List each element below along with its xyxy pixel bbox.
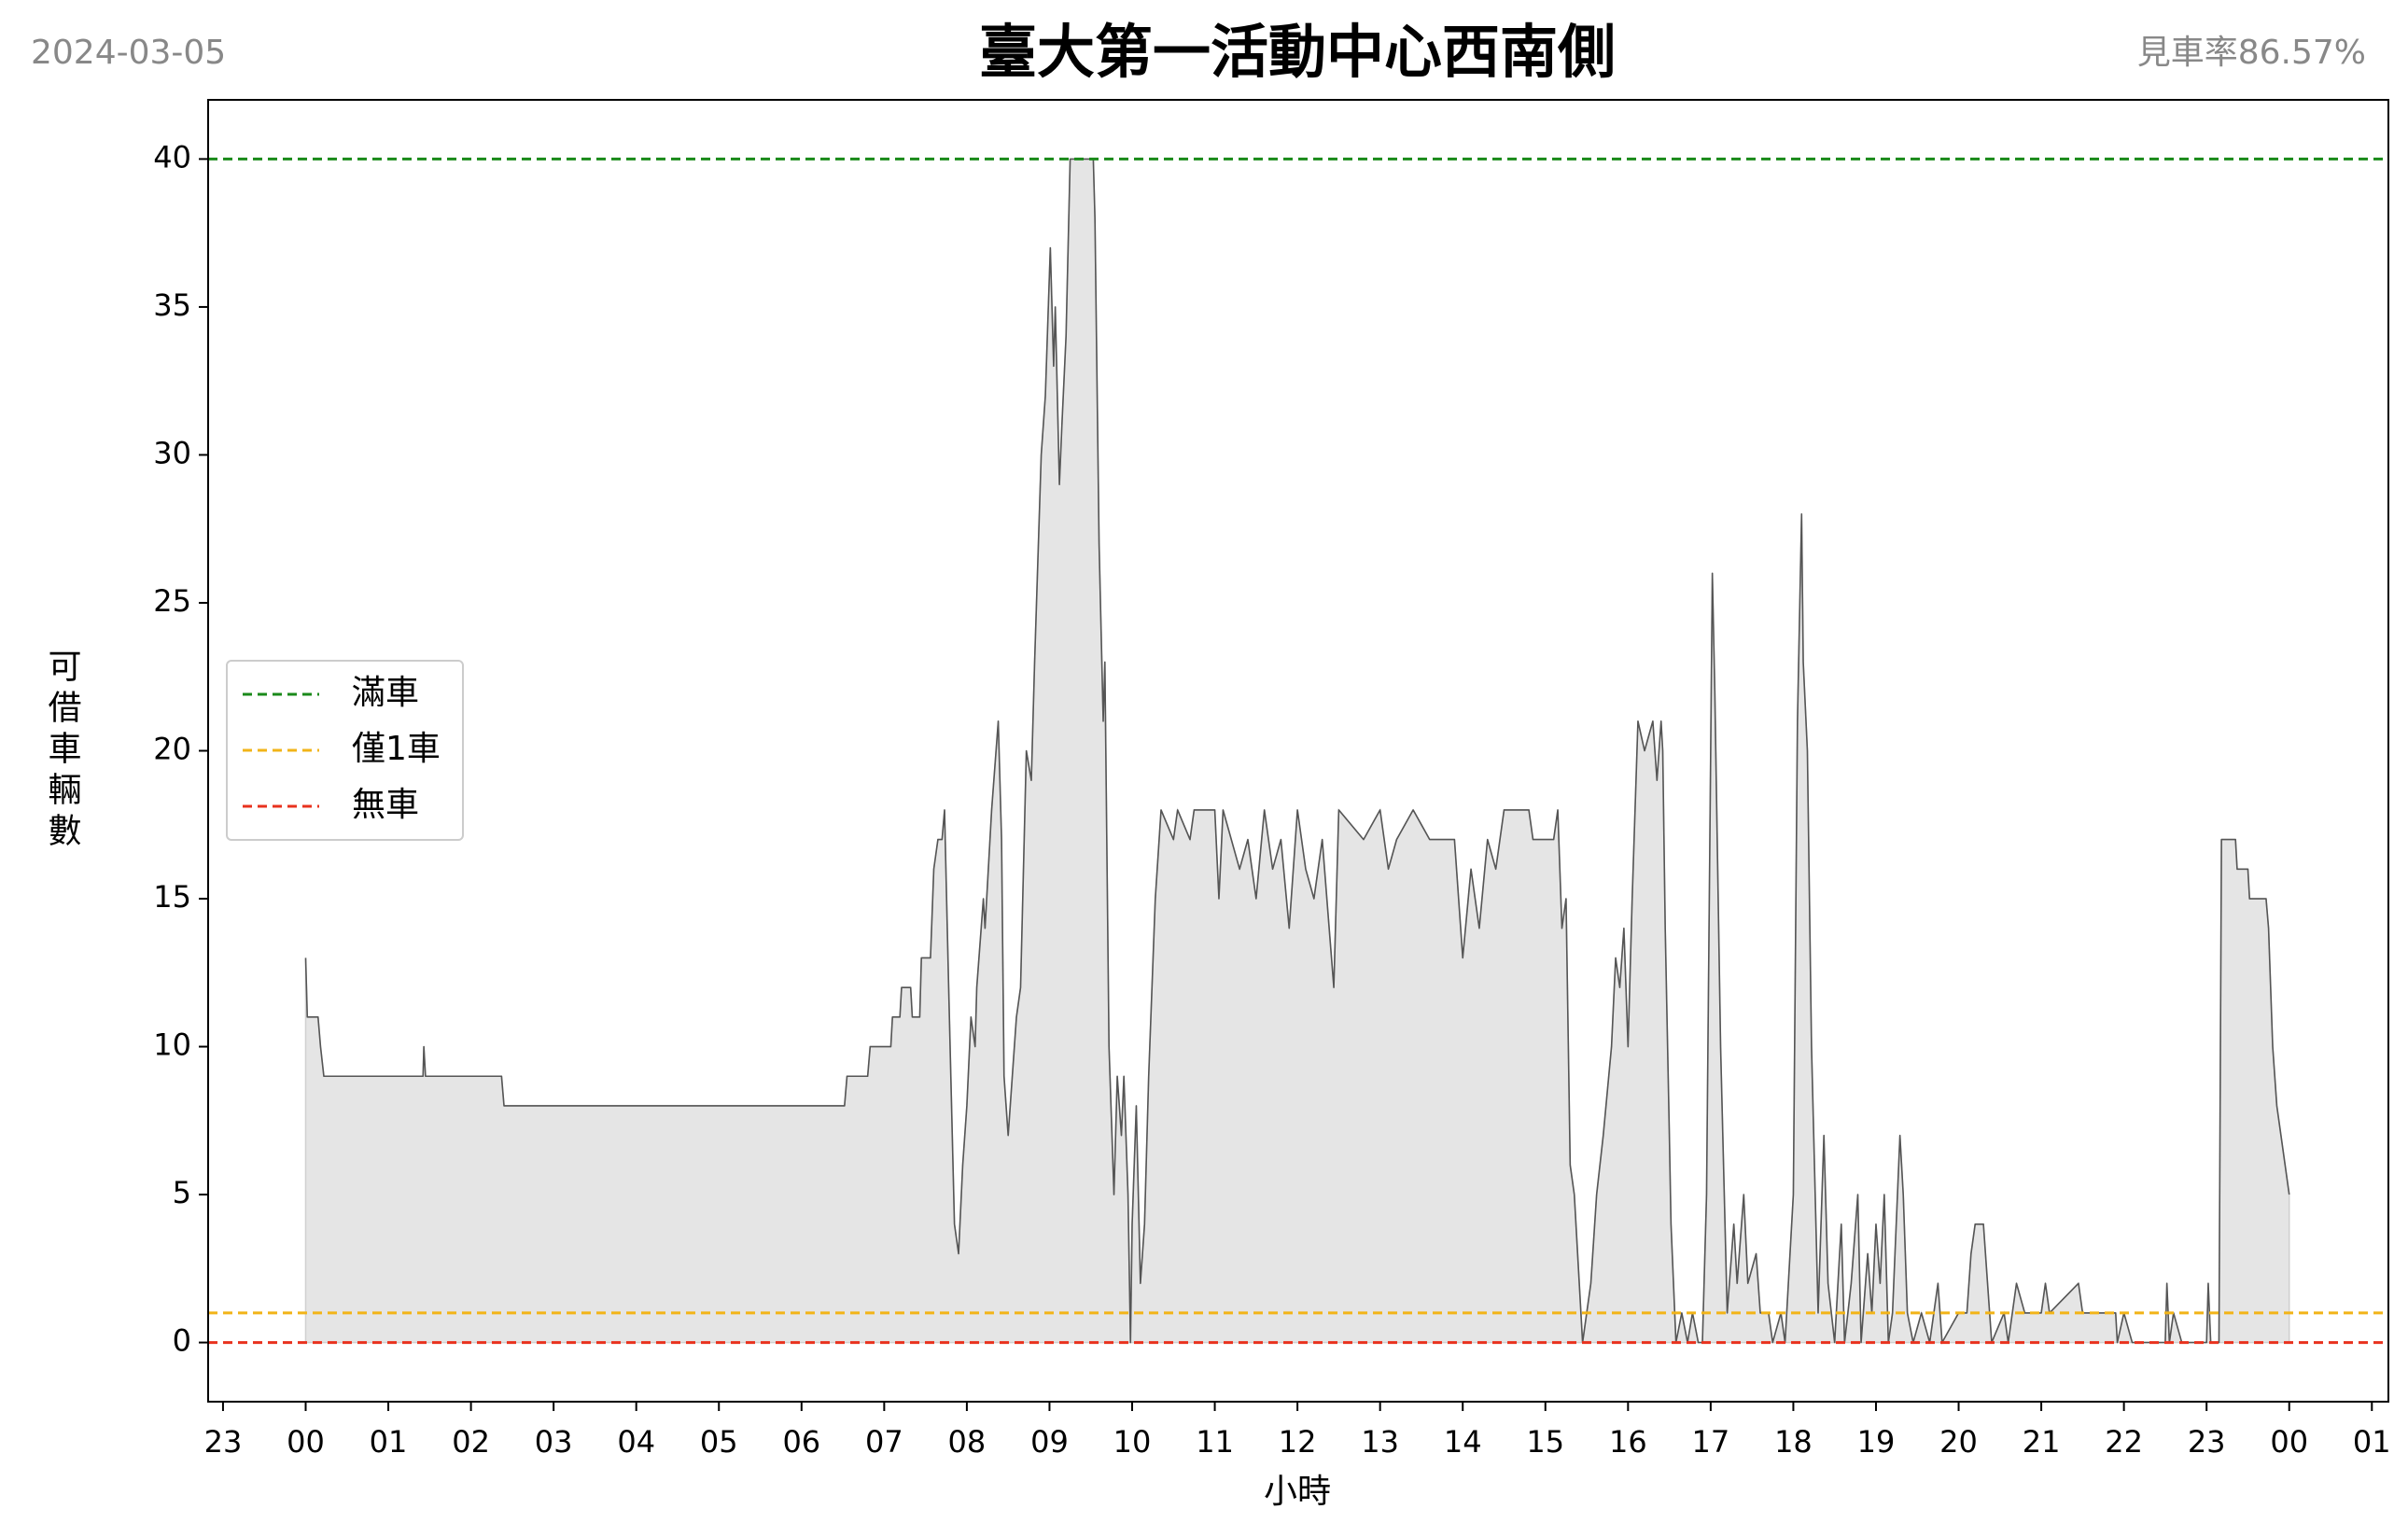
y-tick-label: 20 (153, 732, 191, 767)
x-tick-label: 19 (1857, 1424, 1896, 1460)
x-tick-label: 15 (1526, 1424, 1564, 1460)
x-tick-label: 23 (2188, 1424, 2226, 1460)
x-tick-label: 23 (204, 1424, 243, 1460)
x-tick-label: 04 (617, 1424, 655, 1460)
x-tick-label: 06 (782, 1424, 820, 1460)
legend-label: 僅1車 (352, 730, 441, 768)
x-tick-label: 05 (700, 1424, 738, 1460)
x-tick-label: 22 (2105, 1424, 2143, 1460)
area-fill (304, 158, 2290, 1346)
legend-label: 無車 (352, 786, 419, 824)
y-tick-label: 35 (153, 287, 191, 323)
x-tick-label: 20 (1939, 1424, 1978, 1460)
x-tick-label: 02 (452, 1424, 490, 1460)
y-tick-label: 15 (153, 879, 191, 915)
x-tick-label: 09 (1030, 1424, 1069, 1460)
x-tick-label: 10 (1113, 1424, 1152, 1460)
line (304, 158, 2290, 1344)
x-tick-label: 00 (2270, 1424, 2308, 1460)
y-tick-label: 25 (153, 583, 191, 619)
x-tick-label: 13 (1361, 1424, 1399, 1460)
x-tick-label: 01 (2353, 1424, 2391, 1460)
x-axis-label: 小時 (1264, 1473, 1331, 1511)
y-axis-label: 可借車輛數 (43, 649, 82, 854)
y-tick-label: 30 (153, 435, 191, 470)
x-tick-label: 11 (1196, 1424, 1234, 1460)
x-tick-label: 14 (1444, 1424, 1482, 1460)
rate: 見車率86.57% (2137, 34, 2366, 72)
x-tick-label: 00 (287, 1424, 325, 1460)
y-tick-label: 40 (153, 139, 191, 175)
x-tick-label: 08 (948, 1424, 987, 1460)
y-tick-label: 0 (173, 1323, 191, 1359)
x-tick-label: 07 (865, 1424, 903, 1460)
y-tick-label: 5 (173, 1175, 191, 1210)
x-tick-label: 12 (1279, 1424, 1317, 1460)
x-tick-label: 01 (370, 1424, 408, 1460)
x-tick-label: 18 (1774, 1424, 1813, 1460)
y-tick-label: 10 (153, 1027, 191, 1063)
x-tick-label: 17 (1692, 1424, 1730, 1460)
x-tick-label: 21 (2023, 1424, 2061, 1460)
x-tick-label: 16 (1609, 1424, 1647, 1460)
legend-label: 滿車 (352, 674, 419, 712)
legend-box (226, 660, 464, 841)
x-tick-label: 03 (535, 1424, 573, 1460)
date: 2024-03-05 (31, 34, 226, 72)
chart-title: 臺大第一活動中心西南側 (979, 18, 1616, 86)
